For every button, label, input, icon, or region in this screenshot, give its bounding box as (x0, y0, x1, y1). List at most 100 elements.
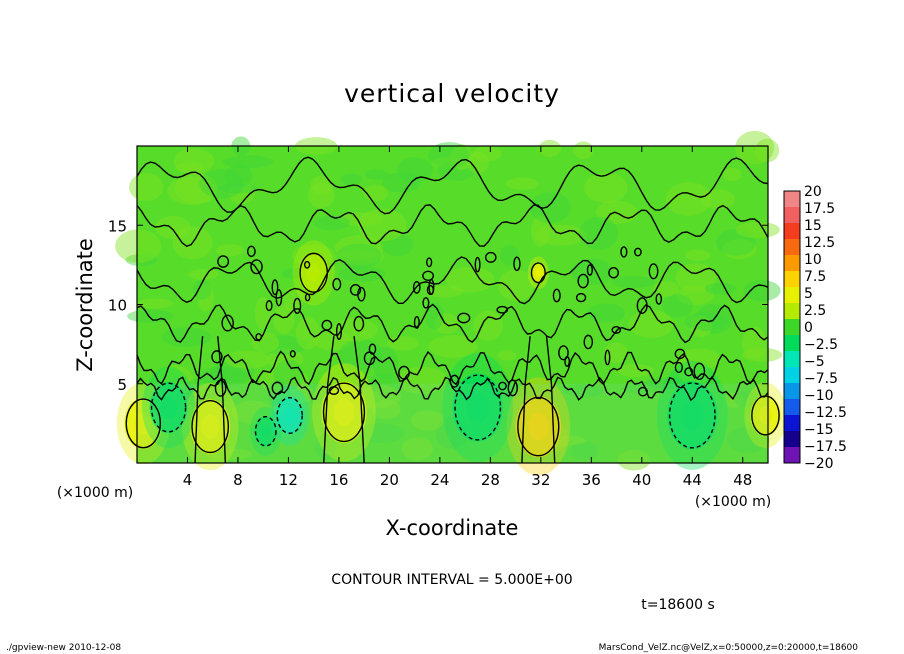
x-axis-unit-left: (×1000 m) (57, 485, 133, 501)
shade-patch (742, 326, 767, 360)
velocity-feature-core (306, 263, 321, 282)
shade-patch (224, 164, 253, 188)
x-tick-label: 16 (329, 471, 348, 489)
contour-line (136, 303, 769, 344)
colorbar-swatch (784, 207, 800, 223)
x-axis-unit-right: (×1000 m) (695, 494, 771, 510)
feature-contour (751, 395, 780, 436)
shade-patch (381, 172, 421, 193)
eddy-contour (246, 245, 256, 258)
shade-patch (570, 441, 599, 460)
shade-patch (584, 172, 628, 204)
eddy-contour (413, 316, 420, 329)
shade-patch (450, 144, 473, 171)
x-axis-title: X-coordinate (386, 516, 519, 540)
shade-patch (424, 301, 445, 330)
shade-patch (538, 139, 562, 157)
shade-patch (685, 249, 710, 261)
shade-patch (741, 347, 783, 362)
shade-patch (700, 189, 736, 210)
shade-patch (222, 155, 274, 169)
eddy-contour (586, 264, 593, 276)
colorbar-label: −5 (804, 354, 825, 370)
shade-patch (314, 433, 337, 460)
shade-patch (192, 279, 212, 300)
eddy-contour (321, 319, 333, 331)
shade-patch (437, 160, 476, 181)
colorbar-swatch (784, 239, 800, 255)
shade-patch (617, 449, 651, 471)
shade-patch (167, 176, 217, 205)
colorbar-swatch (784, 431, 800, 447)
shade-patch (396, 157, 433, 183)
shade-patch (724, 392, 744, 408)
eddy-contour (255, 333, 263, 341)
shade-patch (127, 309, 174, 324)
shade-patch (535, 224, 587, 246)
eddy-contour (636, 297, 648, 314)
velocity-shading (115, 130, 787, 476)
eddy-contour (674, 361, 683, 374)
eddy-contour (353, 315, 365, 332)
feature-contour (125, 398, 162, 449)
y-tick-label: 15 (108, 217, 127, 235)
eddy-contour (335, 323, 343, 341)
colorbar-label: 2.5 (804, 303, 826, 319)
updraft-column-contour (194, 336, 204, 464)
shade-patch (199, 169, 245, 199)
colorbar-label: −2.5 (804, 337, 838, 353)
shade-patch (497, 350, 517, 361)
velocity-feature-core (528, 412, 549, 441)
shade-patch (372, 346, 399, 380)
velocity-feature-core (260, 424, 271, 439)
x-tick-label: 8 (233, 471, 243, 489)
shade-patch (339, 212, 384, 226)
shade-patch (340, 173, 363, 186)
shade-patch (372, 399, 401, 420)
colorbar-swatch (784, 415, 800, 431)
colorbar-swatch (784, 271, 800, 287)
shade-patch (339, 338, 383, 371)
x-tick-label: 44 (683, 471, 702, 489)
shade-patch (498, 269, 534, 302)
feature-contour (668, 382, 716, 449)
velocity-feature-core (333, 398, 355, 427)
shade-patch (473, 310, 504, 341)
colorbar-swatch (784, 383, 800, 399)
shade-patch (529, 192, 572, 224)
shade-patch (387, 336, 420, 351)
shade-patch (735, 130, 775, 165)
shade-patch (366, 373, 402, 395)
shade-patch (336, 243, 382, 269)
shade-patch (188, 268, 219, 280)
colorbar-label: 12.5 (804, 235, 835, 251)
x-tick-label: 40 (632, 471, 651, 489)
eddy-contour (363, 351, 376, 366)
colorbar-label: 17.5 (804, 201, 835, 217)
x-tick-label: 20 (380, 471, 399, 489)
eddy-contour (426, 284, 435, 296)
velocity-feature-core (758, 406, 773, 425)
shade-patch (704, 282, 737, 295)
feature-contour (454, 374, 502, 441)
shade-patch (716, 228, 756, 256)
shade-patch (506, 177, 540, 190)
eddy-contour (620, 246, 628, 258)
eddy-contour (513, 256, 521, 272)
feature-contour (254, 416, 277, 447)
eddy-contour (328, 386, 340, 395)
eddy-contour (457, 312, 471, 324)
colorbar-swatch (784, 287, 800, 303)
shade-patch (734, 390, 759, 408)
shade-patch (313, 215, 351, 231)
shade-patch (357, 423, 405, 444)
colorbar: 2017.51512.5107.552.50−2.5−5−7.5−10−12.5… (783, 184, 847, 472)
shade-patch (676, 285, 714, 306)
shade-patch (273, 305, 295, 334)
time-label: t=18600 s (641, 597, 715, 613)
feature-contour (530, 262, 546, 284)
colorbar-label: 20 (804, 184, 822, 200)
eddy-contour (217, 255, 230, 268)
eddy-contour (211, 350, 223, 364)
colorbar-swatch (784, 351, 800, 367)
